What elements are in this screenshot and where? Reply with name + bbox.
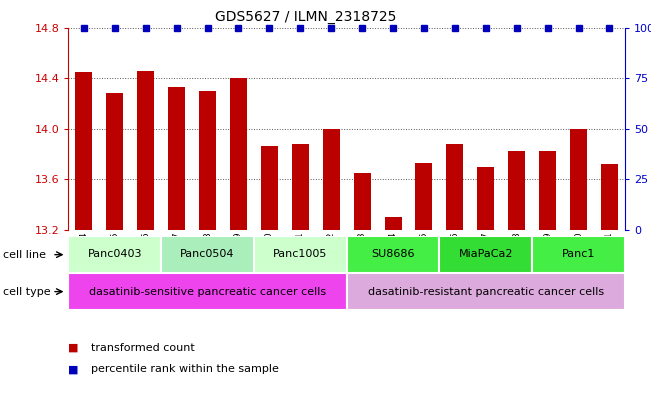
Text: ■: ■ (68, 364, 79, 375)
Bar (230, 78, 247, 230)
Bar (477, 167, 494, 230)
Bar (508, 151, 525, 230)
Text: cell type: cell type (3, 286, 51, 297)
Bar (254, 236, 346, 273)
Text: Panc0403: Panc0403 (87, 250, 142, 259)
Text: Panc1005: Panc1005 (273, 250, 327, 259)
Text: dasatinib-sensitive pancreatic cancer cells: dasatinib-sensitive pancreatic cancer ce… (89, 287, 326, 297)
Bar (539, 151, 556, 230)
Bar (261, 147, 278, 230)
Text: SU8686: SU8686 (371, 250, 415, 259)
Text: MiaPaCa2: MiaPaCa2 (458, 250, 513, 259)
Bar (323, 129, 340, 230)
Text: transformed count: transformed count (91, 343, 195, 353)
Bar (346, 236, 439, 273)
Bar (532, 236, 625, 273)
Text: ■: ■ (68, 343, 79, 353)
Text: dasatinib-resistant pancreatic cancer cells: dasatinib-resistant pancreatic cancer ce… (368, 287, 604, 297)
Bar (161, 236, 254, 273)
Text: GDS5627 / ILMN_2318725: GDS5627 / ILMN_2318725 (215, 10, 396, 24)
Bar (447, 144, 464, 230)
Text: Panc1: Panc1 (562, 250, 595, 259)
Bar (353, 173, 370, 230)
Text: percentile rank within the sample: percentile rank within the sample (91, 364, 279, 375)
Text: cell line: cell line (3, 250, 46, 260)
Bar (137, 70, 154, 230)
Bar (439, 236, 532, 273)
Bar (168, 87, 185, 230)
Bar (76, 72, 92, 230)
Bar (68, 236, 161, 273)
Bar (292, 144, 309, 230)
Bar (106, 93, 123, 230)
Bar (570, 129, 587, 230)
Bar (346, 273, 625, 310)
Bar (415, 163, 432, 230)
Bar (385, 217, 402, 230)
Bar (68, 273, 346, 310)
Text: Panc0504: Panc0504 (180, 250, 235, 259)
Bar (199, 91, 216, 230)
Bar (601, 164, 618, 230)
